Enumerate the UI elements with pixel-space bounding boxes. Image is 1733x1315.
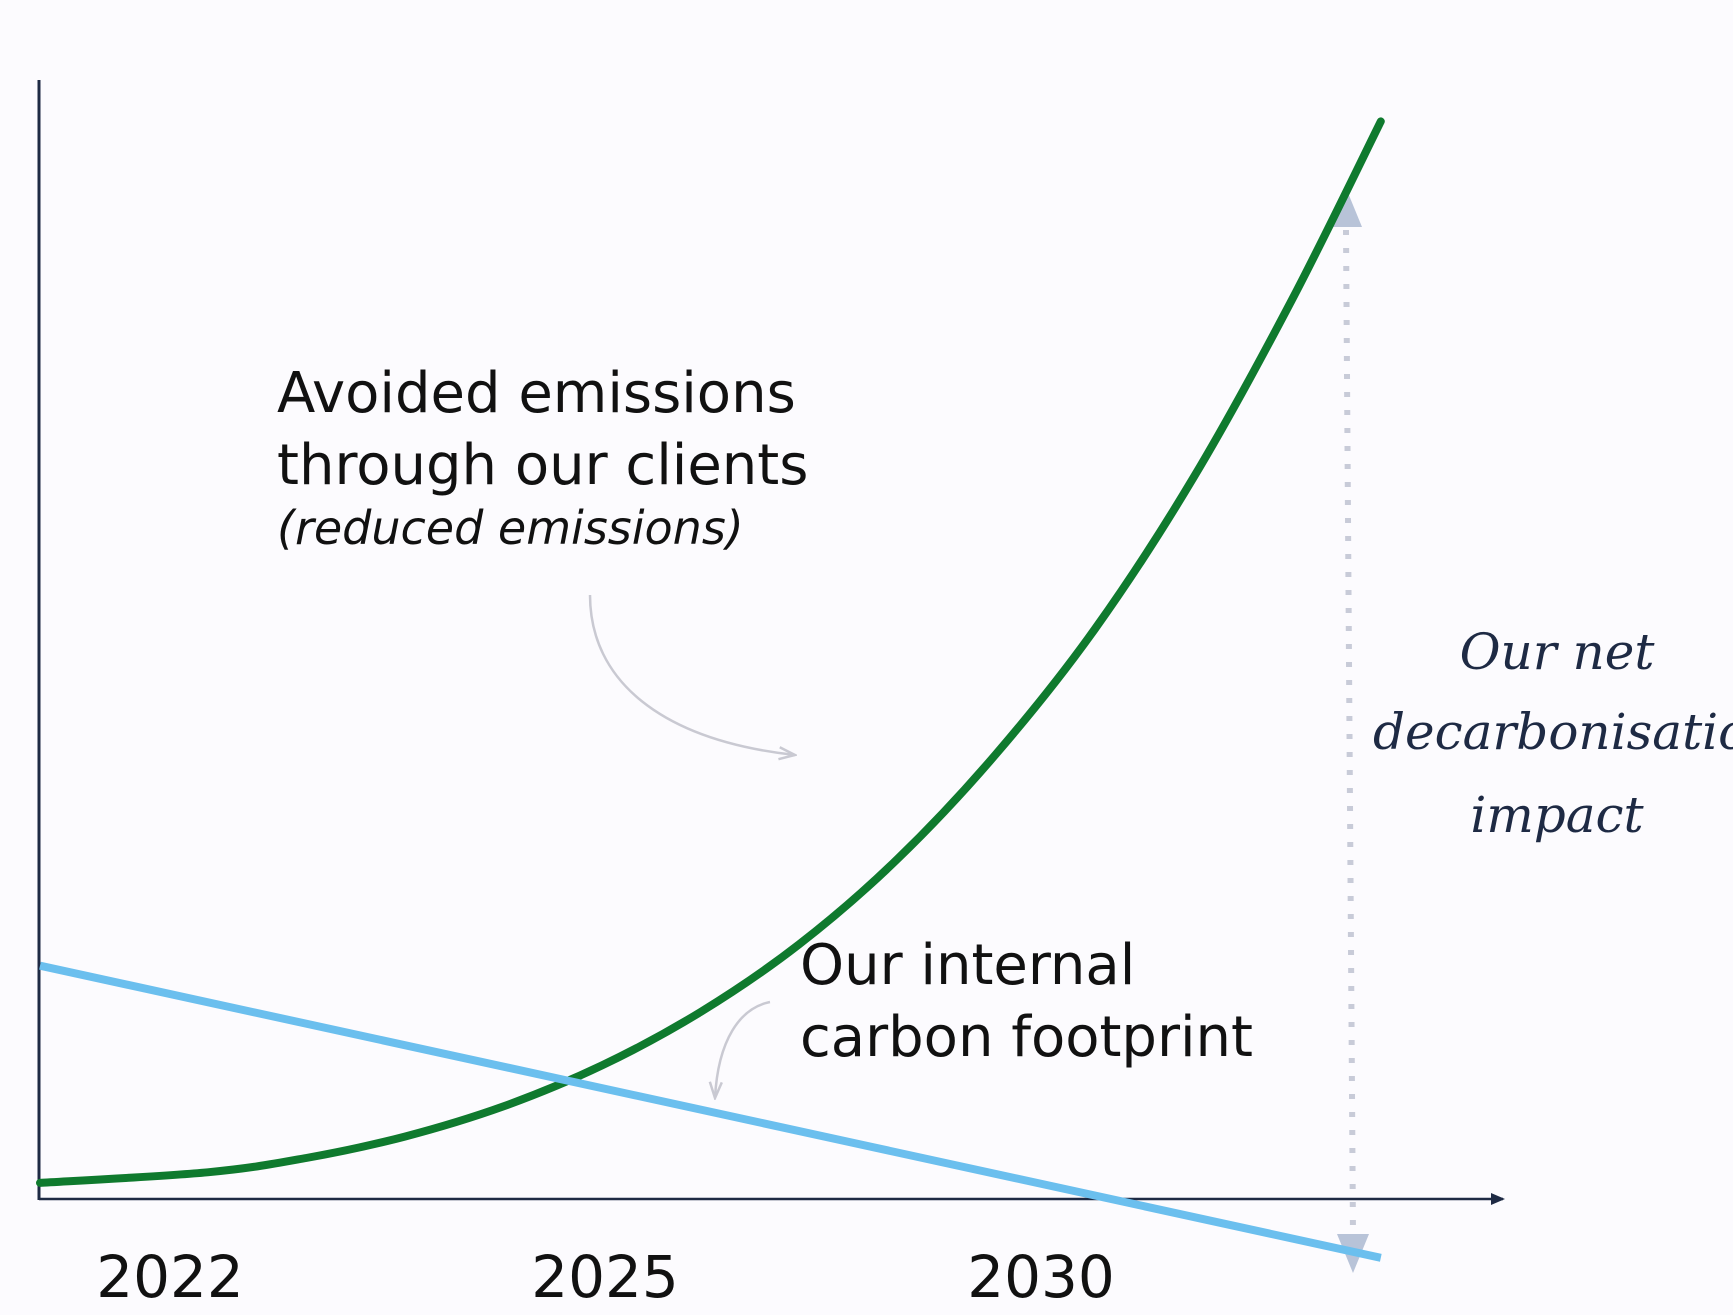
impact-dotted-line xyxy=(1343,229,1356,1236)
internal-label-line1: Our internal xyxy=(800,933,1136,998)
x-tick-label: 2030 xyxy=(967,1243,1115,1311)
x-tick-label: 2022 xyxy=(96,1243,244,1311)
x-tick-label: 2025 xyxy=(531,1243,679,1311)
internal-annotation-arrow xyxy=(715,1000,771,1098)
avoided-annotation-arrow xyxy=(588,594,795,755)
series-avoided-emissions xyxy=(36,117,1385,1187)
internal-label-line2: carbon footprint xyxy=(800,1005,1254,1070)
avoided-label-line3: (reduced emissions) xyxy=(277,501,744,555)
impact-label-line2: decarbonisation xyxy=(1373,703,1733,761)
series-internal-footprint xyxy=(39,961,1382,1262)
avoided-label-line2: through our clients xyxy=(277,433,809,498)
impact-label-line3: impact xyxy=(1470,786,1644,844)
avoided-label-line1: Avoided emissions xyxy=(277,361,796,426)
impact-label-line1: Our net xyxy=(1459,623,1655,681)
